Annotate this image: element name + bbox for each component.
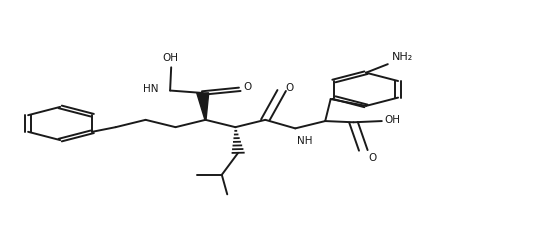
Text: OH: OH — [385, 115, 400, 125]
Polygon shape — [197, 93, 209, 120]
Text: NH: NH — [298, 136, 313, 146]
Text: HN: HN — [143, 84, 158, 94]
Text: O: O — [285, 83, 293, 93]
Text: NH₂: NH₂ — [392, 52, 414, 62]
Text: OH: OH — [162, 53, 178, 63]
Text: O: O — [369, 153, 377, 163]
Text: O: O — [243, 82, 251, 92]
